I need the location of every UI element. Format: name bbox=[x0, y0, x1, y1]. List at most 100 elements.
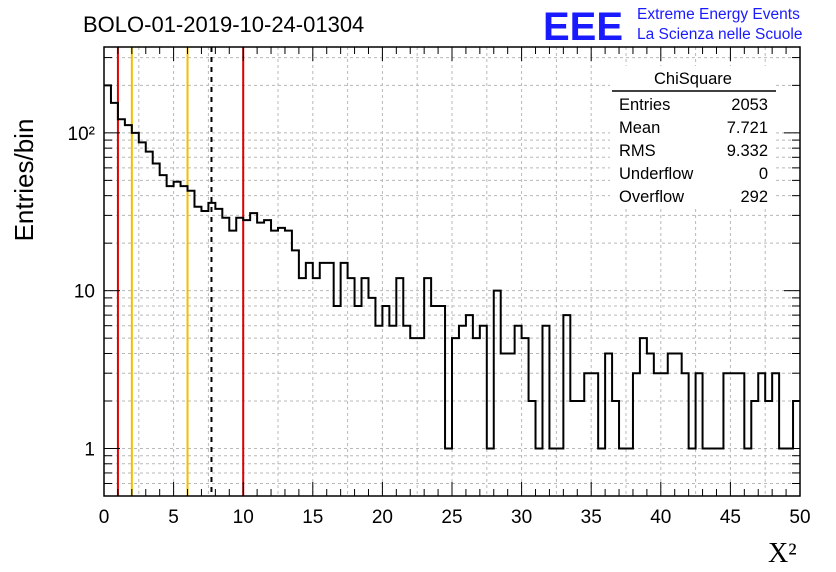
histogram-bin bbox=[542, 326, 549, 496]
histogram-bin bbox=[167, 186, 174, 496]
histogram-bin bbox=[654, 373, 661, 496]
histogram-bin bbox=[556, 448, 563, 496]
x-tick-label: 10 bbox=[233, 507, 254, 528]
histogram-bin bbox=[403, 326, 410, 496]
histogram-bin bbox=[243, 220, 250, 496]
histogram-bin bbox=[229, 231, 236, 496]
histogram-bin bbox=[208, 203, 215, 496]
histogram-bin bbox=[139, 142, 146, 496]
histogram-bin bbox=[779, 448, 786, 496]
histogram-bin bbox=[368, 298, 375, 496]
histogram-bin bbox=[257, 223, 264, 496]
histogram-bin bbox=[355, 306, 362, 496]
histogram-outline bbox=[104, 84, 800, 450]
histogram-bin bbox=[737, 373, 744, 496]
histogram-bin bbox=[424, 278, 431, 496]
histogram-bin bbox=[327, 263, 334, 496]
histogram-bin bbox=[417, 338, 424, 496]
histogram-bin bbox=[222, 218, 229, 496]
chart-title: BOLO-01-2019-10-24-01304 bbox=[83, 12, 364, 37]
stats-row-label: RMS bbox=[619, 142, 656, 160]
histogram-bin bbox=[125, 125, 132, 496]
histogram-bin bbox=[153, 163, 160, 496]
histogram-bin bbox=[146, 152, 153, 496]
histogram-bin bbox=[194, 207, 201, 496]
logo-line-2: La Scienza nelle Scuole bbox=[637, 26, 802, 43]
histogram-bin bbox=[382, 306, 389, 496]
histogram-bin bbox=[619, 448, 626, 496]
histogram-bin bbox=[522, 338, 529, 496]
stats-row-label: Overflow bbox=[619, 188, 684, 206]
histogram-bin bbox=[389, 326, 396, 496]
histogram-bin bbox=[730, 373, 737, 496]
histogram-bin bbox=[410, 338, 417, 496]
histogram-bin bbox=[633, 373, 640, 496]
histogram-bin bbox=[591, 373, 598, 496]
histogram-bin bbox=[689, 448, 696, 496]
stats-row-label: Underflow bbox=[619, 165, 693, 183]
histogram-bin bbox=[215, 209, 222, 496]
histogram-bin bbox=[466, 315, 473, 496]
stats-row-value: 0 bbox=[759, 165, 768, 183]
histogram-bin bbox=[174, 182, 181, 496]
histogram-bin bbox=[668, 353, 675, 496]
stats-box: ChiSquare Entries 2053 Mean 7.721 RMS 9.332 Un… bbox=[610, 66, 776, 208]
x-tick-label: 35 bbox=[581, 507, 602, 528]
histogram-bin bbox=[438, 306, 445, 496]
histogram-bin bbox=[341, 263, 348, 496]
histogram-bin bbox=[445, 448, 452, 496]
histogram-bin bbox=[271, 231, 278, 496]
histogram-bin bbox=[529, 401, 536, 496]
y-axis-label: Entries/bin bbox=[9, 119, 39, 242]
y-tick-label: 10² bbox=[68, 124, 95, 145]
stats-row-value: 2053 bbox=[731, 96, 768, 114]
histogram-bin bbox=[661, 373, 668, 496]
histogram-bin bbox=[250, 213, 257, 496]
histogram-bin bbox=[236, 218, 243, 496]
histogram-bin bbox=[647, 353, 654, 496]
histogram-bin bbox=[758, 373, 765, 496]
histogram-bin bbox=[334, 306, 341, 496]
histogram-bin bbox=[626, 448, 633, 496]
histogram-bin bbox=[675, 353, 682, 496]
histogram-bin bbox=[396, 278, 403, 496]
stats-row-value: 9.332 bbox=[727, 142, 768, 160]
histogram-series bbox=[104, 84, 800, 496]
histogram-bin bbox=[160, 175, 167, 496]
histogram-bin bbox=[696, 373, 703, 496]
x-tick-label: 25 bbox=[441, 507, 462, 528]
histogram-bin bbox=[501, 353, 508, 496]
x-tick-label: 0 bbox=[99, 507, 110, 528]
reference-lines bbox=[116, 47, 245, 496]
x-axis-ticks: 0 5 10 15 20 25 30 35 40 45 50 bbox=[99, 47, 811, 528]
logo-mark: EEE bbox=[543, 5, 623, 49]
histogram-bin bbox=[598, 448, 605, 496]
histogram-bin bbox=[577, 401, 584, 496]
histogram-bin bbox=[201, 211, 208, 496]
histogram-bin bbox=[570, 401, 577, 496]
histogram-bin bbox=[181, 186, 188, 496]
histogram-bin bbox=[765, 401, 772, 496]
stats-row-label: Entries bbox=[619, 96, 670, 114]
stats-row-value: 292 bbox=[740, 188, 768, 206]
histogram-bin bbox=[313, 278, 320, 496]
histogram-bin bbox=[703, 448, 710, 496]
histogram-bin bbox=[494, 291, 501, 496]
histogram-bin bbox=[584, 373, 591, 496]
histogram-bin bbox=[292, 250, 299, 496]
histogram-bin bbox=[723, 373, 730, 496]
histogram-bin bbox=[118, 119, 125, 496]
histogram-bin bbox=[299, 278, 306, 496]
x-tick-label: 20 bbox=[372, 507, 393, 528]
histogram-bin bbox=[459, 326, 466, 496]
stats-title: ChiSquare bbox=[654, 70, 732, 88]
histogram-bin bbox=[473, 338, 480, 496]
histogram-bin bbox=[362, 278, 369, 496]
histogram-bin bbox=[431, 306, 438, 496]
histogram-bin bbox=[285, 231, 292, 496]
histogram-bin bbox=[111, 103, 118, 496]
x-tick-label: 40 bbox=[650, 507, 671, 528]
histogram-bin bbox=[508, 353, 515, 496]
y-tick-label: 10 bbox=[74, 282, 95, 303]
eee-logo: EEE Extreme Energy Events La Scienza nel… bbox=[543, 5, 802, 49]
